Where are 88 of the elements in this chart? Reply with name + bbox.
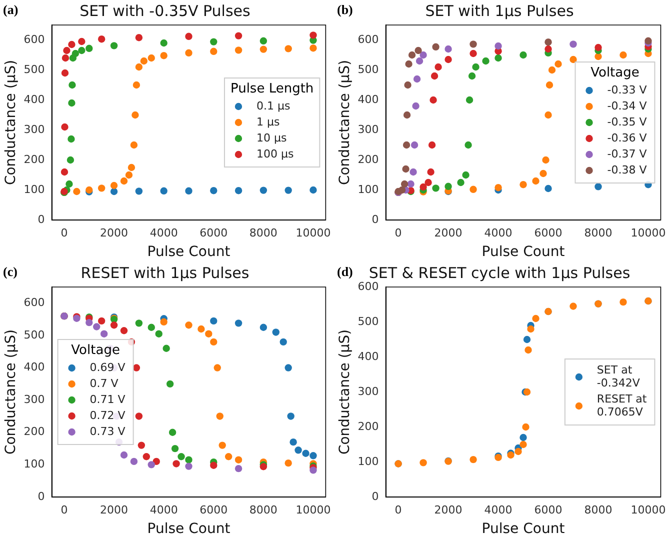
text: (a) [3,2,18,17]
y-tick-label: 300 [358,122,379,136]
y-tick-label: 200 [358,420,379,433]
chart-title: RESET with 1µs Pulses [80,264,250,282]
x-axis-title: Pulse Count [147,521,231,538]
x-tick-label: 6000 [534,503,562,516]
y-tick-label: 600 [358,32,379,46]
y-tick-label: 0 [38,212,45,226]
y-tick-label: 200 [358,152,379,166]
text: (b) [337,2,353,17]
y-tick-label: 400 [358,92,379,106]
legend-label: -0.38 V [607,163,648,176]
legend-label: 0.73 V [90,424,126,438]
y-tick-label: 500 [24,62,45,76]
y-tick-label: 100 [24,182,45,196]
legend-label: 1 µs [256,115,280,128]
y-tick-label: 500 [358,62,379,76]
y-tick-label: 100 [358,454,379,468]
legend-label: -0.36 V [607,131,648,144]
y-tick-label: 300 [24,392,45,406]
x-axis-title: Pulse Count [147,244,231,260]
y-axis-title: Conductance (µS) [3,60,20,186]
text: (d) [337,264,353,279]
legend-label: 0.72 V [90,408,126,422]
legend-title: Voltage [590,65,640,80]
legend-label: -0.33 V [607,83,648,96]
chart-title: SET with 1µs Pulses [425,2,574,20]
y-tick-label: 100 [24,458,45,471]
legend-label: -0.37 V [607,147,648,160]
legend-label: -0.35 V [607,115,648,128]
x-tick-label: 10000 [296,503,331,516]
legend-label: 0.7 V [90,376,119,390]
y-tick-label: 200 [24,152,45,166]
x-tick-label: 4000 [150,226,178,240]
y-tick-label: 0 [372,212,379,226]
x-tick-label: 0 [60,226,68,240]
x-tick-label: 8000 [249,226,278,240]
x-tick-label: 2000 [434,503,462,516]
legend-label: 0.1 µs [256,99,290,112]
x-tick-label: 10000 [296,226,331,240]
legend-label: SET at -0.342V [596,363,640,390]
legend-label: 0.69 V [90,360,126,374]
y-tick-label: 600 [24,32,45,46]
y-tick-label: 0 [372,490,379,503]
x-tick-label: 10000 [630,503,666,516]
x-tick-label: 6000 [200,503,228,516]
y-tick-label: 400 [24,92,45,106]
y-axis-title: Conductance (µS) [3,329,20,455]
legend-label: -0.34 V [607,99,648,112]
text: (c) [3,264,18,279]
x-tick-label: 0 [394,226,402,240]
y-tick-label: 300 [24,122,45,136]
y-tick-label: 200 [24,425,45,438]
chart-title: SET & RESET cycle with 1µs Pulses [368,264,630,282]
y-tick-label: 600 [358,280,379,293]
y-tick-label: 600 [24,296,45,310]
y-tick-label: 0 [38,490,45,503]
x-tick-label: 2000 [434,226,462,240]
y-tick-label: 100 [358,182,379,196]
x-tick-label: 10000 [630,226,666,240]
x-tick-label: 0 [60,503,68,516]
x-tick-label: 2000 [100,226,128,240]
y-axis-title: Conductance (µS) [337,60,354,186]
y-tick-label: 500 [24,328,45,342]
x-tick-label: 6000 [534,226,562,240]
x-tick-label: 4000 [484,226,512,240]
legend-label: 10 µs [256,131,287,144]
legend-title: Voltage [71,342,120,358]
x-tick-label: 4000 [484,503,512,516]
y-axis-title: Conductance (µS) [337,329,354,455]
legend-label: RESET at 0.7065V [596,392,648,418]
y-tick-label: 500 [358,314,379,328]
x-tick-label: 8000 [249,503,278,516]
x-axis-title: Pulse Count [482,244,566,260]
legend-label: 0.71 V [90,392,126,406]
chart-title: SET with -0.35V Pulses [80,2,251,20]
y-tick-label: 400 [24,360,45,374]
x-tick-label: 8000 [584,226,612,240]
x-tick-label: 2000 [100,503,128,516]
legend-title: Pulse Length [230,81,314,96]
legend-label: 100 µs [256,147,294,160]
y-tick-label: 300 [358,384,379,398]
x-tick-label: 0 [394,503,402,516]
x-axis-title: Pulse Count [482,521,566,538]
x-tick-label: 6000 [200,226,228,240]
x-tick-label: 4000 [150,503,178,516]
x-tick-label: 8000 [584,503,612,516]
y-tick-label: 400 [358,350,379,363]
